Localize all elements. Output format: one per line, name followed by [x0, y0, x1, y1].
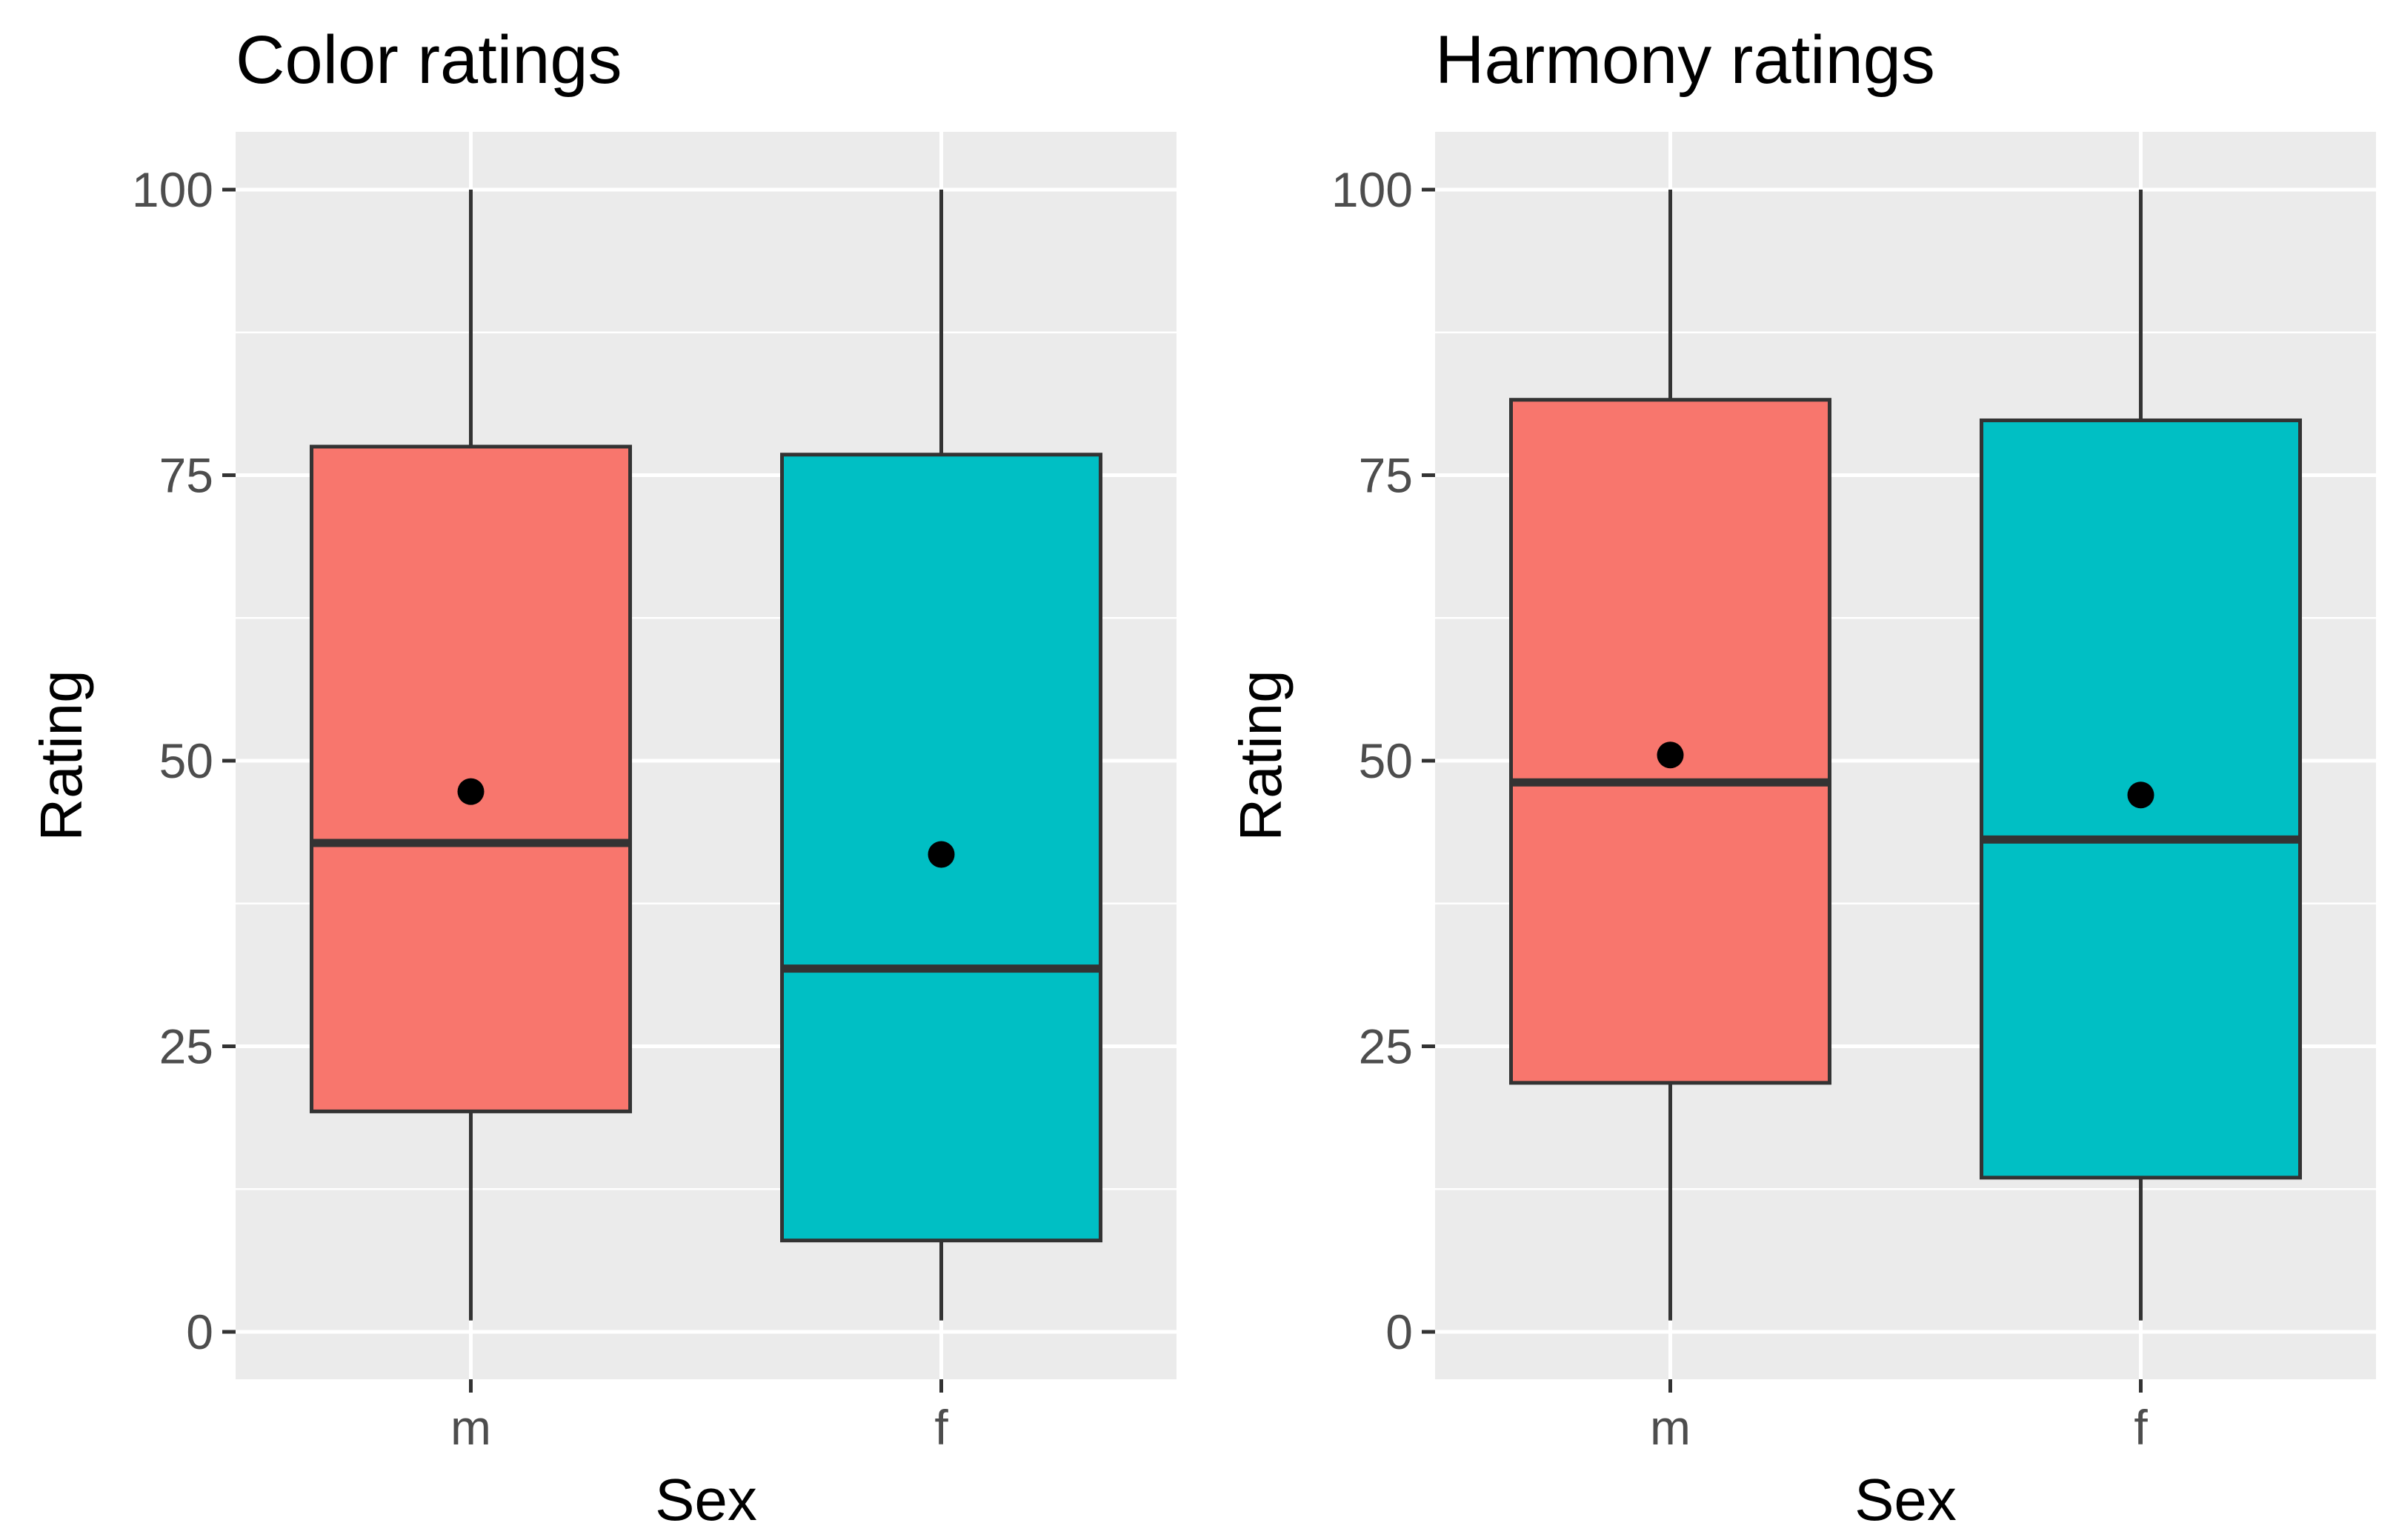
x-tick-label: f — [2134, 1400, 2148, 1455]
box-f — [780, 190, 1102, 1321]
chart-title: Harmony ratings — [1435, 22, 1935, 98]
x-tick-label: f — [934, 1400, 948, 1455]
mean-point — [457, 778, 485, 805]
y-tick-label: 50 — [1359, 733, 1413, 788]
y-tick-label: 0 — [186, 1304, 213, 1359]
box-body — [1509, 398, 1831, 1085]
x-axis-label: Sex — [655, 1467, 757, 1533]
y-tick-label: 100 — [1331, 162, 1413, 217]
y-tick-label: 50 — [159, 733, 213, 788]
y-axis-label: Rating — [28, 670, 94, 841]
y-tick-label: 75 — [159, 448, 213, 503]
color-ratings-panel: 0 25 50 75 100 m f Color ratings Sex Rating — [28, 22, 1177, 1533]
chart-title: Color ratings — [236, 22, 622, 98]
y-tick-label: 25 — [159, 1019, 213, 1074]
y-tick-label: 25 — [1359, 1019, 1413, 1074]
mean-point — [1657, 741, 1684, 769]
harmony-ratings-panel: 0 25 50 75 100 m f Harmony ratings Sex Rating — [1228, 22, 2376, 1533]
x-axis-label: Sex — [1854, 1467, 1957, 1533]
y-tick-label: 75 — [1359, 448, 1413, 503]
mean-point — [2127, 781, 2154, 809]
x-tick-label: m — [450, 1400, 491, 1455]
x-tick-label: m — [1650, 1400, 1691, 1455]
y-axis-label: Rating — [1228, 670, 1294, 841]
mean-point — [928, 841, 955, 868]
box-f — [1980, 190, 2302, 1321]
y-tick-label: 0 — [1385, 1304, 1413, 1359]
box-m — [310, 190, 632, 1321]
y-tick-label: 100 — [132, 162, 213, 217]
box-m — [1509, 190, 1831, 1321]
